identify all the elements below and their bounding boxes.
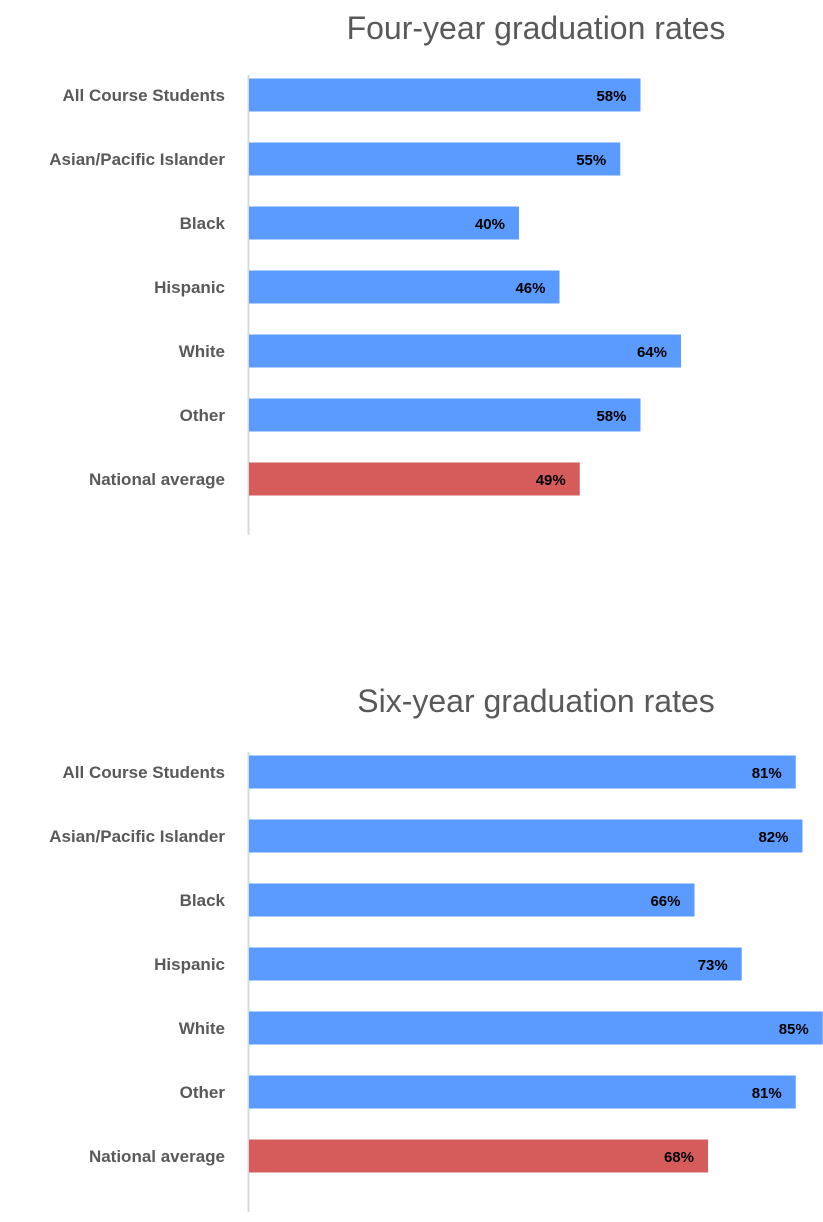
category-label: Asian/Pacific Islander <box>49 827 225 846</box>
bar <box>249 948 742 981</box>
data-label: 73% <box>698 957 728 974</box>
bar <box>249 143 620 176</box>
category-label: Other <box>180 1083 226 1102</box>
data-label: 49% <box>536 472 566 489</box>
bar <box>249 271 560 304</box>
bar <box>249 463 580 496</box>
bar <box>249 1012 823 1045</box>
four-year-chart: All Course Students 58% Asian/Pacific Isla… <box>0 75 823 545</box>
bar <box>249 820 803 853</box>
data-label: 85% <box>779 1021 809 1038</box>
data-label: 68% <box>664 1149 694 1166</box>
category-label: National average <box>89 1147 225 1166</box>
category-label: Other <box>180 406 226 425</box>
data-label: 66% <box>650 893 680 910</box>
category-label: All Course Students <box>63 763 225 782</box>
data-label: 82% <box>758 829 788 846</box>
data-label: 55% <box>576 152 606 169</box>
bar <box>249 1076 796 1109</box>
data-label: 58% <box>596 408 626 425</box>
category-label: Hispanic <box>154 278 225 297</box>
category-label: National average <box>89 470 225 489</box>
chart-title-six-year: Six-year graduation rates <box>249 683 823 720</box>
category-label: Black <box>180 891 226 910</box>
category-label: White <box>179 342 225 361</box>
bar <box>249 884 695 917</box>
data-label: 81% <box>752 765 782 782</box>
category-label: All Course Students <box>63 86 225 105</box>
category-label: Asian/Pacific Islander <box>49 150 225 169</box>
data-label: 40% <box>475 216 505 233</box>
data-label: 58% <box>596 88 626 105</box>
chart-title-four-year: Four-year graduation rates <box>249 10 823 47</box>
bar <box>249 335 681 368</box>
category-label: Hispanic <box>154 955 225 974</box>
bar <box>249 756 796 789</box>
data-label: 81% <box>752 1085 782 1102</box>
bar <box>249 1140 708 1173</box>
bar <box>249 399 641 432</box>
six-year-chart: All Course Students 81% Asian/Pacific Isla… <box>0 752 823 1222</box>
data-label: 64% <box>637 344 667 361</box>
data-label: 46% <box>515 280 545 297</box>
category-label: White <box>179 1019 225 1038</box>
bar <box>249 79 641 112</box>
category-label: Black <box>180 214 226 233</box>
